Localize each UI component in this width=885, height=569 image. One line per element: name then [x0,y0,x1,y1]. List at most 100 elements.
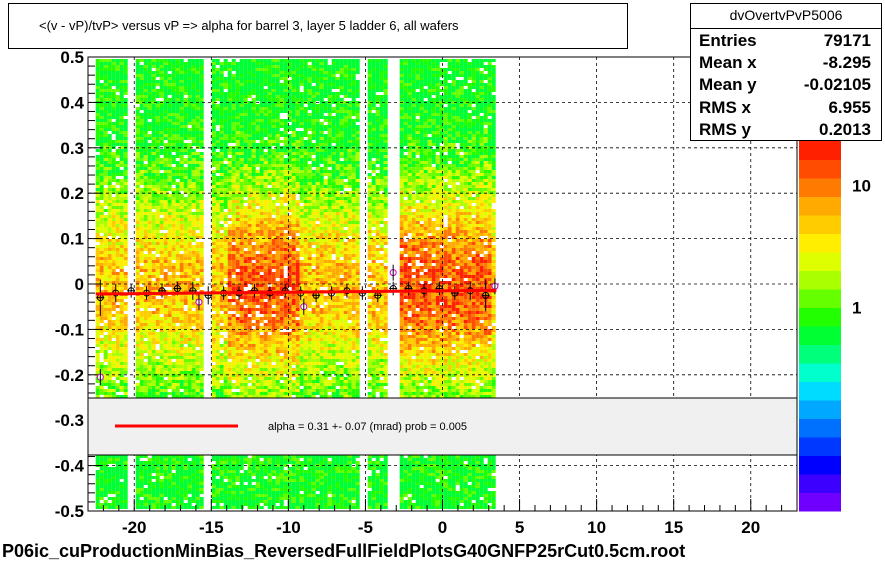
heatmap-cell [195,305,200,308]
heatmap-cell [103,179,108,182]
heatmap-cell [115,83,120,86]
heatmap-cell [223,368,228,371]
heatmap-cell [143,488,148,491]
heatmap-cell [119,143,124,146]
heatmap-cell [103,188,108,191]
heatmap-cell [143,455,148,458]
heatmap-cell [179,173,184,176]
heatmap-cell [231,470,236,473]
heatmap-cell [111,269,116,272]
heatmap-cell [103,470,108,473]
heatmap-cell [155,110,160,113]
heatmap-cell [227,491,232,494]
heatmap-cell [191,353,196,356]
heatmap-cell [99,320,104,323]
heatmap-cell [95,104,100,107]
heatmap-cell [115,89,120,92]
heatmap-cell [107,68,112,71]
heatmap-cell [243,161,248,164]
heatmap-cell [99,182,104,185]
heatmap-cell [235,140,240,143]
heatmap-cell [219,371,224,374]
heatmap-cell [191,491,196,494]
heatmap-cell [139,332,144,335]
heatmap-cell [227,185,232,188]
heatmap-cell [191,323,196,326]
heatmap-cell [175,311,180,314]
heatmap-cell [219,107,224,110]
heatmap-cell [147,152,152,155]
heatmap-cell [167,374,172,377]
heatmap-cell [151,95,156,98]
heatmap-cell [179,392,184,395]
heatmap-cell [167,455,172,458]
heatmap-cell [107,119,112,122]
heatmap-cell [111,260,116,263]
heatmap-cell [239,104,244,107]
heatmap-cell [135,203,140,206]
heatmap-cell [231,461,236,464]
heatmap-cell [119,188,124,191]
heatmap-cell [167,365,172,368]
heatmap-cell [235,284,240,287]
heatmap-cell [167,68,172,71]
heatmap-cell [167,188,172,191]
heatmap-cell [123,341,128,344]
heatmap-cell [167,350,172,353]
heatmap-cell [223,329,228,332]
heatmap-cell [235,227,240,230]
heatmap-cell [151,134,156,137]
heatmap-cell [95,302,100,305]
heatmap-cell [135,206,140,209]
heatmap-cell [95,77,100,80]
heatmap-cell [199,269,204,272]
heatmap-cell [115,122,120,125]
heatmap-cell [107,476,112,479]
heatmap-cell [243,215,248,218]
heatmap-cell [195,65,200,68]
heatmap-cell [211,287,216,290]
heatmap-cell [215,164,220,167]
heatmap-cell [223,341,228,344]
heatmap-cell [147,482,152,485]
heatmap-cell [243,77,248,80]
heatmap-cell [115,140,120,143]
heatmap-cell [151,170,156,173]
heatmap-cell [179,374,184,377]
heatmap-cell [191,488,196,491]
heatmap-cell [135,74,140,77]
heatmap-cell [147,137,152,140]
heatmap-cell [139,476,144,479]
heatmap-cell [115,113,120,116]
heatmap-cell [167,302,172,305]
heatmap-cell [111,455,116,458]
heatmap-cell [247,281,252,284]
heatmap-cell [143,173,148,176]
heatmap-cell [243,176,248,179]
heatmap-cell [247,74,252,77]
heatmap-cell [103,254,108,257]
heatmap-cell [195,338,200,341]
heatmap-cell [247,305,252,308]
heatmap-cell [159,209,164,212]
heatmap-cell [143,218,148,221]
heatmap-cell [115,347,120,350]
heatmap-cell [183,386,188,389]
heatmap-cell [123,326,128,329]
heatmap-cell [115,98,120,101]
heatmap-cell [179,86,184,89]
heatmap-cell [147,287,152,290]
heatmap-cell [95,209,100,212]
heatmap-cell [211,206,216,209]
heatmap-cell [107,92,112,95]
heatmap-cell [211,254,216,257]
heatmap-cell [163,371,168,374]
heatmap-cell [247,464,252,467]
heatmap-cell [151,230,156,233]
heatmap-cell [231,80,236,83]
heatmap-cell [119,89,124,92]
heatmap-cell [199,335,204,338]
heatmap-cell [99,65,104,68]
heatmap-cell [187,305,192,308]
heatmap-cell [163,272,168,275]
